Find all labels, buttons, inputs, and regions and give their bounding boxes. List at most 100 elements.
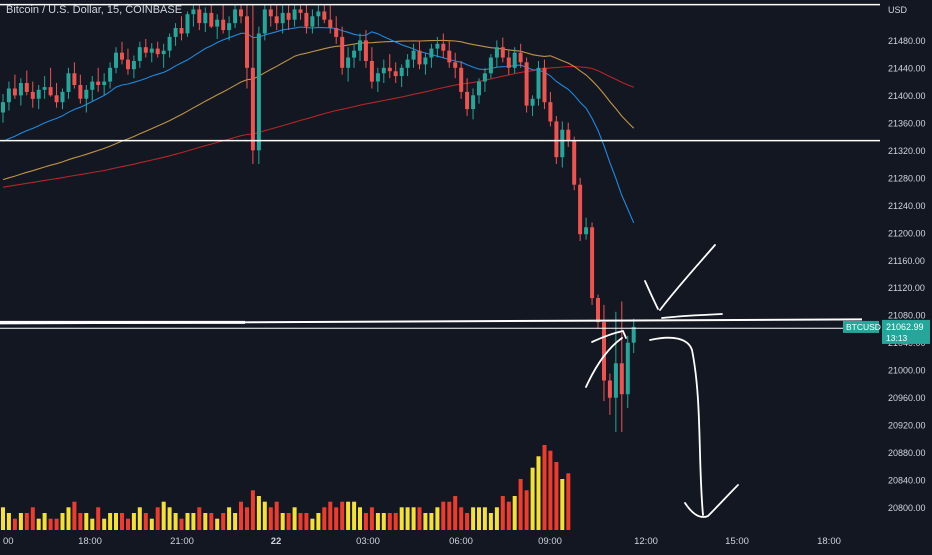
volume-bar <box>334 507 339 530</box>
candle-body <box>453 62 458 68</box>
candle-body <box>536 67 541 99</box>
candle-body <box>191 9 196 15</box>
candle-body <box>417 50 422 65</box>
volume-bar <box>90 518 95 530</box>
volume-bar <box>369 507 374 530</box>
volume-bar <box>233 513 238 530</box>
volume-bar <box>381 513 386 530</box>
candle-body <box>245 16 249 68</box>
time-tick-label: 15:00 <box>725 536 749 547</box>
volume-bar <box>518 479 523 530</box>
time-axis[interactable] <box>0 530 880 550</box>
candle-body <box>30 91 35 99</box>
candle-body <box>316 11 321 17</box>
time-tick-label: 00 <box>3 536 14 547</box>
candle-body <box>167 36 172 51</box>
volume-bar <box>84 513 89 530</box>
candle-body <box>256 33 261 151</box>
candle-body <box>66 73 71 92</box>
candle-body <box>233 9 238 24</box>
volume-bar <box>530 467 535 530</box>
volume-bar <box>447 501 452 530</box>
candle-body <box>292 9 297 20</box>
candle-body <box>477 81 481 96</box>
freehand-drawing[interactable] <box>644 280 659 310</box>
price-tick-label: 21440.00 <box>888 63 926 73</box>
candle-body <box>48 87 53 96</box>
volume-bar <box>36 518 41 530</box>
candle-body <box>542 67 547 103</box>
candle-body <box>72 73 77 85</box>
candle-body <box>512 52 517 68</box>
price-tick-label: 20840.00 <box>888 476 926 486</box>
volume-bar <box>542 445 547 530</box>
volume-bar <box>405 507 410 530</box>
candle-body <box>482 73 487 82</box>
candle-body <box>465 91 470 110</box>
candle-body <box>197 9 202 24</box>
volume-bar <box>411 507 416 530</box>
freehand-drawing[interactable] <box>591 329 627 343</box>
candle-body <box>625 342 630 395</box>
volume-bar <box>346 501 351 530</box>
candle-body <box>506 57 511 68</box>
volume-bar <box>453 496 458 530</box>
ma-mid-line <box>2 39 635 181</box>
volume-bar <box>363 513 368 530</box>
freehand-drawing[interactable] <box>585 337 623 388</box>
candle-body <box>161 50 166 55</box>
volume-bar <box>1 507 5 530</box>
freehand-drawing[interactable] <box>659 244 716 311</box>
volume-bar <box>102 518 107 530</box>
candle-body <box>572 140 577 185</box>
freehand-drawing[interactable] <box>649 336 704 516</box>
volume-bar <box>488 513 493 530</box>
freehand-drawing[interactable] <box>661 313 723 319</box>
volume-bar <box>48 518 53 530</box>
candle-body <box>393 71 398 77</box>
volume-bar <box>245 507 249 530</box>
candle-body <box>518 52 523 63</box>
volume-bar <box>512 496 517 530</box>
volume-bar <box>423 513 428 530</box>
price-tick-label: 21000.00 <box>888 366 926 376</box>
candle-body <box>78 85 83 99</box>
candle-body <box>114 52 118 68</box>
candle-body <box>631 326 636 343</box>
price-axis[interactable] <box>880 0 932 550</box>
volume-bar <box>54 518 59 530</box>
volume-bar <box>126 518 130 530</box>
volume-bar <box>30 507 35 530</box>
volume-bar <box>328 501 333 530</box>
candle-body <box>441 43 446 51</box>
candle-body <box>560 129 565 158</box>
candle-body <box>24 83 29 92</box>
volume-bar <box>137 507 142 530</box>
symbol-badge-label: BTCUSD <box>846 322 881 332</box>
price-tick-label: 21400.00 <box>888 91 926 101</box>
time-tick-label: 12:00 <box>634 536 658 547</box>
price-tick-label: 21360.00 <box>888 118 926 128</box>
price-tick-label: 21240.00 <box>888 201 926 211</box>
freehand-drawing[interactable] <box>684 484 739 518</box>
time-tick-label: 18:00 <box>817 536 841 547</box>
volume-bar <box>292 507 297 530</box>
candle-body <box>179 28 184 34</box>
candle-body <box>90 81 95 90</box>
price-tick-label: 21080.00 <box>888 311 926 321</box>
symbol-title: Bitcoin / U.S. Dollar, 15, COINBASE <box>6 4 183 16</box>
candle-body <box>227 23 232 31</box>
candle-body <box>108 67 113 82</box>
candle-body <box>405 59 410 68</box>
volume-bar <box>375 513 380 530</box>
candle-body <box>340 36 345 68</box>
volume-bar <box>286 513 291 530</box>
candle-body <box>12 88 17 96</box>
price-tick-label: 20800.00 <box>888 503 926 513</box>
time-tick-label: 03:00 <box>356 536 380 547</box>
candle-body <box>149 48 154 53</box>
volume-bar <box>358 507 362 530</box>
volume-bar <box>322 507 327 530</box>
